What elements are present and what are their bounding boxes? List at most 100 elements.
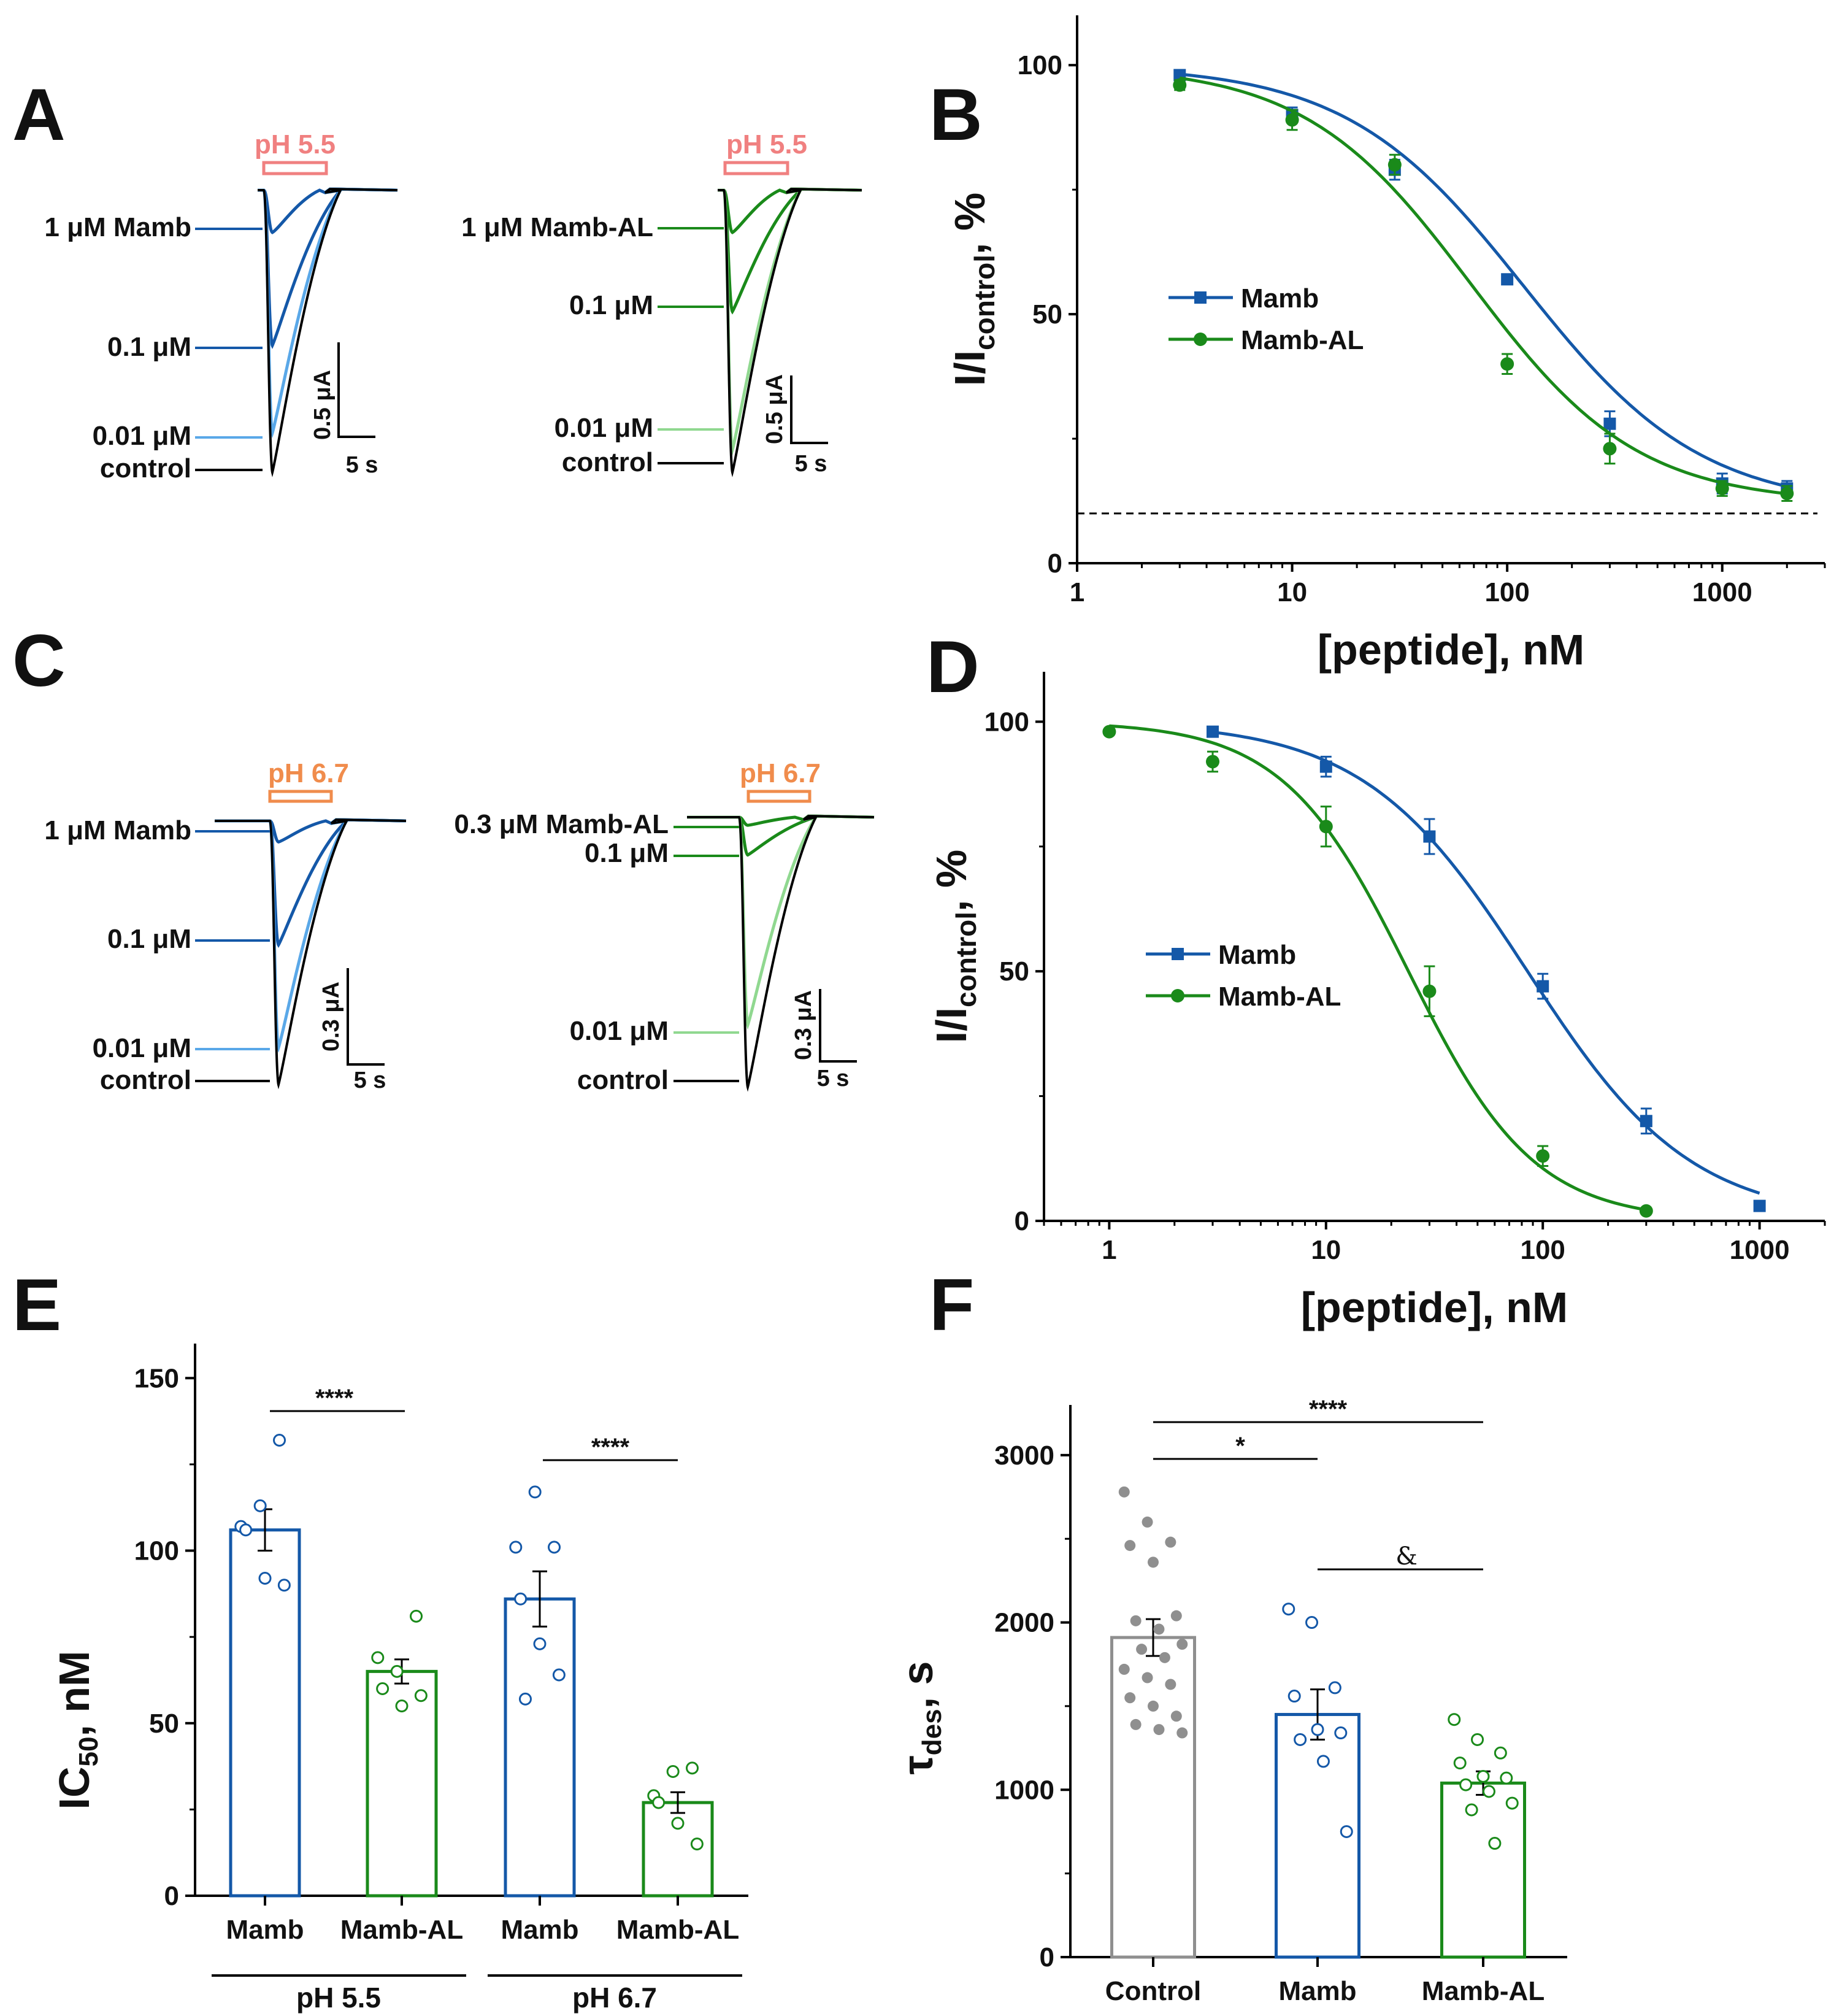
stim-bar (262, 161, 328, 175)
scale-bar (347, 968, 385, 1066)
data-point (1537, 980, 1549, 993)
category-label: Mamb (226, 1915, 304, 1945)
data-point (1148, 1700, 1159, 1712)
data-point (1170, 1610, 1182, 1622)
scale-label-y: 0.5 μA (310, 370, 336, 440)
current-trace (687, 814, 875, 1030)
current-trace (718, 187, 862, 315)
trace-label-1: 0.1 μM (107, 924, 191, 954)
legend-marker (1194, 291, 1207, 304)
data-point (1142, 1672, 1153, 1683)
trace-label-2: 0.01 μM (93, 1033, 191, 1063)
data-point (1334, 1726, 1348, 1740)
legend-label: Mamb (1218, 940, 1296, 970)
category-label: Control (1105, 1976, 1201, 2006)
group-label: pH 6.7 (572, 1982, 657, 2014)
stim-bar (268, 790, 333, 803)
data-point (514, 1592, 528, 1606)
data-point (1505, 1796, 1519, 1810)
sig-label: **** (315, 1385, 354, 1412)
trace-label-3: control (562, 447, 653, 477)
data-point (1142, 1516, 1153, 1528)
y-tick-label: 50 (149, 1709, 179, 1739)
fit-curve-mamb (1212, 730, 1760, 1195)
x-tick-label: 100 (1520, 1235, 1565, 1265)
x-tick-label: 1 (1070, 577, 1084, 607)
trace-group (658, 187, 862, 473)
data-point (1124, 1692, 1136, 1704)
error-bar (1146, 1618, 1161, 1657)
current-trace (258, 187, 398, 349)
current-trace (718, 187, 862, 473)
x-axis-title: [peptide], nM (1318, 626, 1584, 674)
data-point (1153, 1724, 1165, 1736)
x-axis-title: [peptide], nM (1301, 1283, 1568, 1331)
data-point (1500, 1771, 1513, 1785)
stim-label: pH 5.5 (255, 129, 336, 160)
bar (642, 1801, 714, 1898)
data-point (1500, 357, 1514, 371)
data-point (528, 1485, 542, 1499)
panel-letter-b: B (929, 74, 983, 156)
data-point (1340, 1825, 1353, 1838)
data-point (414, 1689, 428, 1702)
category-label: Mamb-AL (616, 1915, 739, 1945)
data-point (1311, 1723, 1324, 1736)
current-trace (687, 814, 875, 1092)
stim-label: pH 6.7 (740, 758, 821, 788)
data-point (1459, 1778, 1473, 1791)
e-y-axis-title: IC50, nM (50, 1651, 104, 1810)
error-bar (670, 1791, 685, 1814)
trace-label-2: 0.01 μM (93, 421, 191, 451)
data-point (1387, 158, 1402, 172)
y-tick-label: 0 (1015, 1206, 1029, 1236)
data-point (1494, 1746, 1507, 1760)
trace-group (195, 818, 407, 1090)
data-point (1118, 1486, 1130, 1498)
current-trace (687, 814, 875, 857)
trace-group (195, 187, 398, 473)
data-point (1148, 1556, 1159, 1568)
data-point (273, 1434, 286, 1447)
data-point (686, 1761, 699, 1775)
data-point (1488, 1837, 1502, 1850)
data-point (533, 1637, 547, 1650)
scale-bar (790, 375, 828, 444)
traces-a-left: pH 5.5 1 μM Mamb 0.1 μM 0.01 μM control … (44, 129, 398, 483)
error-bar (532, 1570, 547, 1628)
legend-marker (1194, 333, 1207, 346)
data-point (1159, 1652, 1170, 1663)
scale-label-y: 0.3 μA (791, 990, 816, 1060)
panel-letter-a: A (12, 74, 66, 156)
stim-bar (746, 790, 812, 803)
sig-label: **** (591, 1434, 630, 1461)
trace-label-3: control (100, 453, 191, 483)
scale-label-y: 0.3 μA (318, 982, 344, 1052)
x-tick-label: 10 (1277, 577, 1307, 607)
legend-label: Mamb (1241, 283, 1319, 314)
chart-e: 0 50 100 150 Mamb Mamb-AL Mamb Mamb-AL (134, 1344, 748, 1945)
y-tick-label: 0 (1048, 548, 1062, 579)
data-point (1285, 113, 1299, 127)
data-point (395, 1699, 409, 1713)
traces-c-right: pH 6.7 0.3 μM Mamb-AL 0.1 μM 0.01 μM con… (454, 758, 875, 1095)
trace-label-0: 0.3 μM Mamb-AL (454, 809, 669, 839)
traces-a-right: pH 5.5 1 μM Mamb-AL 0.1 μM 0.01 μM contr… (461, 129, 862, 477)
data-point (548, 1541, 561, 1554)
data-point (1453, 1756, 1467, 1770)
y-tick-label: 100 (134, 1536, 179, 1566)
sig-label: & (1395, 1542, 1418, 1571)
stim-label: pH 6.7 (268, 758, 349, 788)
data-point (390, 1664, 404, 1678)
current-trace (215, 818, 407, 948)
trace-label-0: 1 μM Mamb (44, 212, 191, 242)
chart-d: 0 50 100 1 10 100 1000 Mamb Mamb-AL [peptide], nM… (927, 672, 1826, 1331)
data-point (1501, 273, 1514, 286)
trace-label-1: 0.1 μM (107, 332, 191, 362)
data-point (1640, 1115, 1652, 1128)
data-point (376, 1682, 390, 1695)
data-point (1153, 1623, 1165, 1635)
data-point (1206, 755, 1220, 769)
x-tick-label: 1 (1102, 1235, 1116, 1265)
data-point (253, 1499, 267, 1512)
